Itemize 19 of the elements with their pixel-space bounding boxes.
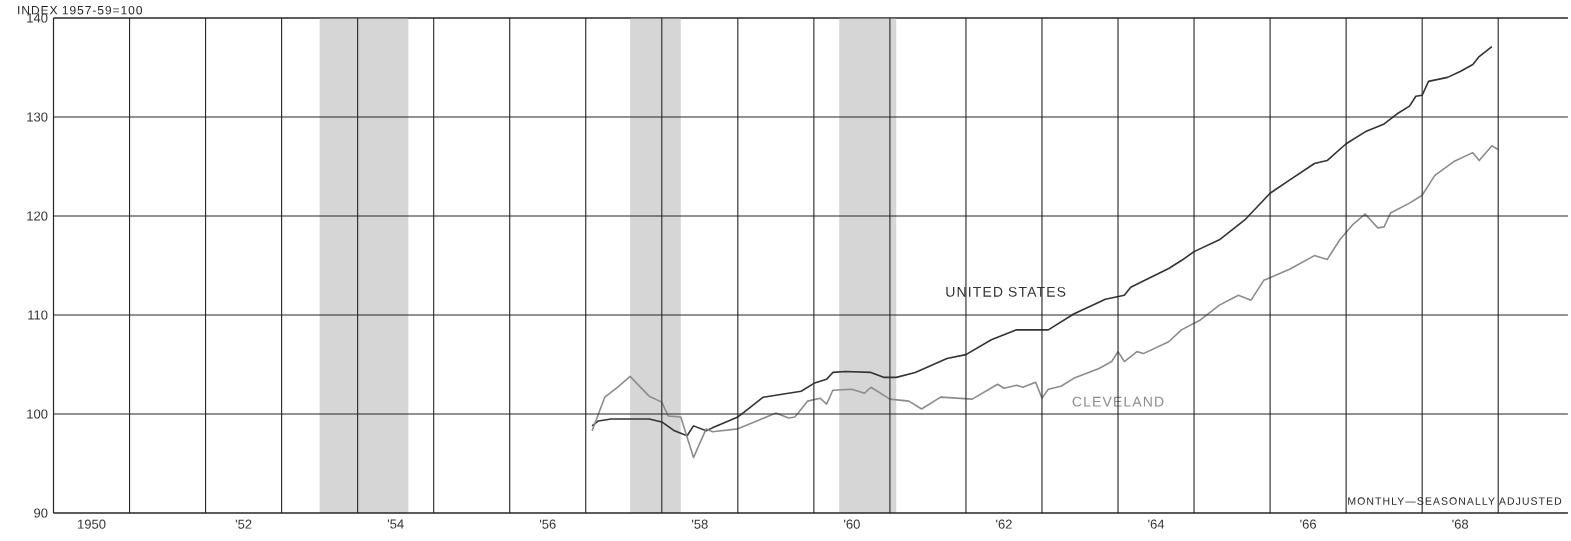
y-tick-label: 140 <box>27 13 48 23</box>
y-tick-label: 130 <box>27 112 48 122</box>
y-tick-label: 110 <box>28 310 48 320</box>
y-tick-label: 90 <box>34 508 48 518</box>
x-tick-label: '66 <box>1300 519 1317 529</box>
x-tick-label: '54 <box>387 519 404 529</box>
x-tick-label: '68 <box>1452 519 1469 529</box>
y-tick-label: 100 <box>27 409 48 419</box>
y-axis-title: INDEX 1957-59=100 <box>18 5 143 15</box>
line-series <box>591 144 1499 459</box>
x-tick-label: '56 <box>539 519 556 529</box>
x-tick-label: '60 <box>844 519 860 529</box>
line-series <box>591 45 1493 437</box>
x-tick-label: '62 <box>996 519 1012 529</box>
x-tick-label: '58 <box>692 519 708 529</box>
x-tick-label: '64 <box>1148 519 1165 529</box>
x-tick-label: 1950 <box>78 519 106 529</box>
x-tick-label: '52 <box>235 519 252 529</box>
y-tick-label: 120 <box>27 211 48 221</box>
